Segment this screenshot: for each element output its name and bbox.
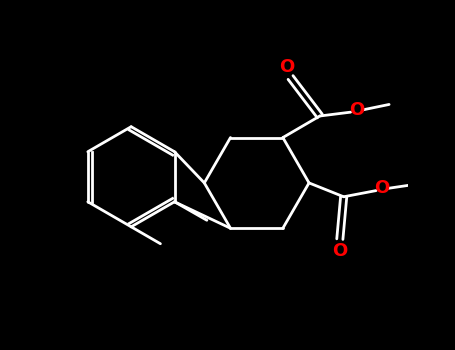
Text: O: O — [374, 179, 390, 197]
Text: O: O — [332, 243, 348, 260]
Text: O: O — [279, 58, 294, 76]
Text: O: O — [349, 101, 364, 119]
